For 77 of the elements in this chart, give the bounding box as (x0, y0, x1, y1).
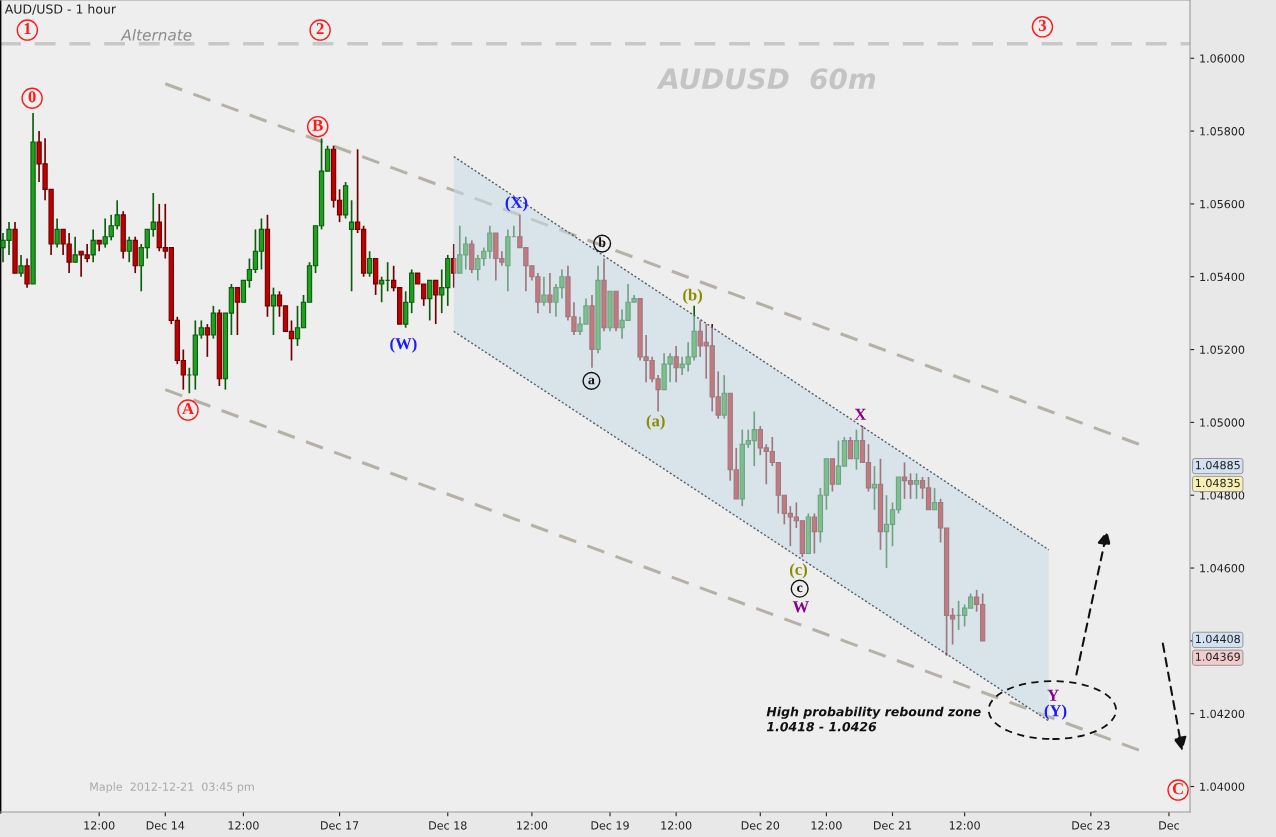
y-tick-label: 1.05800 (1200, 127, 1245, 136)
candlestick (811, 512, 818, 555)
y-tick-label: 1.05000 (1200, 418, 1245, 427)
candlestick (234, 286, 241, 336)
y-tick-label: 1.05600 (1200, 199, 1245, 209)
annotation: 1 (24, 23, 31, 35)
candlestick (427, 279, 433, 322)
candlestick (24, 257, 30, 289)
x-tick-label: Dec 17 (321, 821, 359, 830)
y-tick-label: 1.04200 (1200, 709, 1245, 719)
annotation: High probability rebound zone 1.0418 - 1.0426 (766, 706, 981, 732)
annotation: 0 (28, 91, 36, 103)
x-tick-label: Dec 23 (1072, 821, 1110, 830)
candlestick (270, 286, 277, 336)
x-tick-label: 12:00 (228, 821, 259, 830)
y-tick-label: 1.05200 (1200, 345, 1245, 354)
candlestick (204, 323, 211, 358)
x-tick-label: Dec 20 (741, 821, 780, 830)
x-tick-label: Dec (1159, 821, 1180, 830)
text: 1.04835 (1195, 478, 1240, 488)
x-tick-label: Dec 21 (874, 821, 912, 830)
x-tick-label: 12:00 (84, 821, 115, 830)
x-tick-label: Dec 18 (429, 821, 467, 830)
annotation: (c) (789, 563, 808, 579)
candlestick (126, 235, 132, 264)
annotation: Maple 2012-12-21 03:45 pm (90, 782, 254, 794)
x-tick-label: Dec 19 (591, 821, 629, 830)
annotation: (b) (683, 288, 703, 304)
text: 1.04408 (1195, 634, 1240, 644)
y-tick-label: 1.04600 (1200, 564, 1245, 573)
candlestick (547, 272, 553, 314)
candlestick (931, 487, 938, 511)
candlestick (54, 217, 60, 249)
y-tick-label: 1.04800 (1200, 491, 1245, 500)
candlestick (348, 199, 355, 293)
annotation: a (588, 377, 595, 385)
x-tick-label: 12:00 (949, 821, 980, 830)
x-tick-label: 12:00 (661, 821, 692, 830)
annotation: A (182, 403, 194, 415)
candlestick (210, 305, 217, 340)
candlestick (366, 250, 373, 278)
candlestick (72, 235, 78, 264)
annotation: W (792, 601, 809, 613)
annotation: (Y) (1044, 704, 1067, 720)
annotation: 2 (316, 23, 324, 35)
y-tick-label: 1.06000 (1200, 54, 1245, 63)
candlestick (18, 254, 24, 278)
annotation: (W) (390, 337, 417, 353)
candlestick (433, 279, 439, 325)
x-tick-label: Dec 14 (146, 821, 185, 830)
annotation: b (598, 237, 606, 248)
candlestick (541, 275, 547, 307)
annotation: C (1172, 783, 1183, 795)
candlestick (378, 275, 385, 304)
text: 1.04885 (1195, 460, 1240, 470)
x-tick-label: 12:00 (517, 821, 548, 830)
candlestick (673, 345, 679, 384)
annotation: c (797, 585, 803, 593)
candlestick (847, 436, 854, 460)
annotation: 3 (1038, 19, 1047, 31)
candlestick (853, 428, 860, 471)
candlestick (871, 465, 878, 511)
y-tick-label: 1.04000 (1200, 782, 1245, 791)
chart-title: AUD/USD - 1 hour (4, 4, 117, 15)
ref-line-label: Alternate (120, 28, 192, 41)
annotation: Y (1047, 689, 1059, 701)
annotation: X (854, 408, 867, 420)
y-tick-label: 1.05400 (1200, 272, 1245, 282)
candlestick (721, 374, 727, 420)
annotation: (a) (646, 414, 665, 430)
candlestick (90, 228, 96, 264)
annotation: B (312, 119, 323, 131)
candlestick (913, 472, 920, 500)
annotation: (X) (505, 196, 528, 212)
candlestick (451, 243, 457, 289)
x-tick-label: 12:00 (811, 821, 842, 830)
text: 1.04369 (1195, 652, 1240, 661)
